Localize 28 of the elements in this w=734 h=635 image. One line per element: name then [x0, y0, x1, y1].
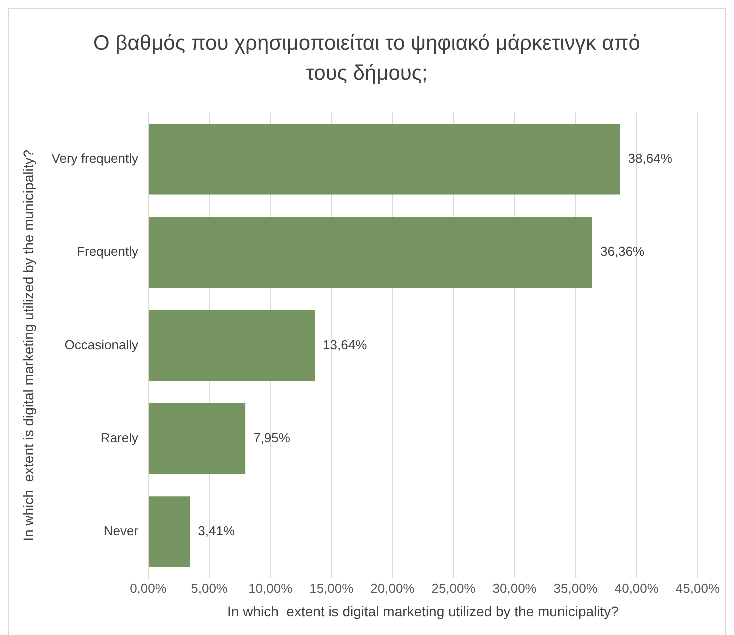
bar — [149, 496, 190, 568]
y-tick-label: Frequently — [77, 244, 140, 260]
data-label: 3,41% — [198, 524, 236, 539]
x-tick-label: 25,00% — [432, 580, 476, 596]
x-tick-label: 45,00% — [676, 580, 720, 596]
y-axis-title: In which extent is digital marketing utilized by the municipality? — [20, 150, 36, 542]
chart-title: Ο βαθμός που χρησιμοποιείται το ψηφιακό μάρκετινγκ από τους δήμους; — [92, 31, 642, 87]
y-tick-label: Rarely — [100, 430, 140, 446]
data-label: 13,64% — [323, 337, 368, 352]
data-label: 7,95% — [254, 430, 291, 446]
bar — [149, 310, 316, 382]
x-tick-label: 10,00% — [248, 580, 294, 596]
x-axis-title: In which extent is digital marketing utilized by the municipality? — [228, 603, 620, 620]
y-tick-label: Very frequently — [52, 150, 140, 166]
bar — [149, 124, 620, 195]
y-tick-label: Occasionally — [64, 337, 140, 352]
y-tick-label: Never — [104, 524, 140, 539]
x-tick-label: 15,00% — [310, 580, 354, 596]
x-tick-label: 30,00% — [492, 580, 538, 596]
bar — [149, 403, 246, 474]
data-label: 36,36% — [600, 244, 645, 260]
x-tick-label: 20,00% — [370, 580, 416, 596]
x-tick-label: 0,00% — [130, 580, 168, 596]
x-tick-label: 5,00% — [191, 580, 228, 596]
data-label: 38,64% — [628, 150, 673, 166]
bar — [149, 217, 592, 288]
x-tick-label: 40,00% — [614, 580, 660, 596]
x-tick-label: 35,00% — [554, 580, 598, 596]
